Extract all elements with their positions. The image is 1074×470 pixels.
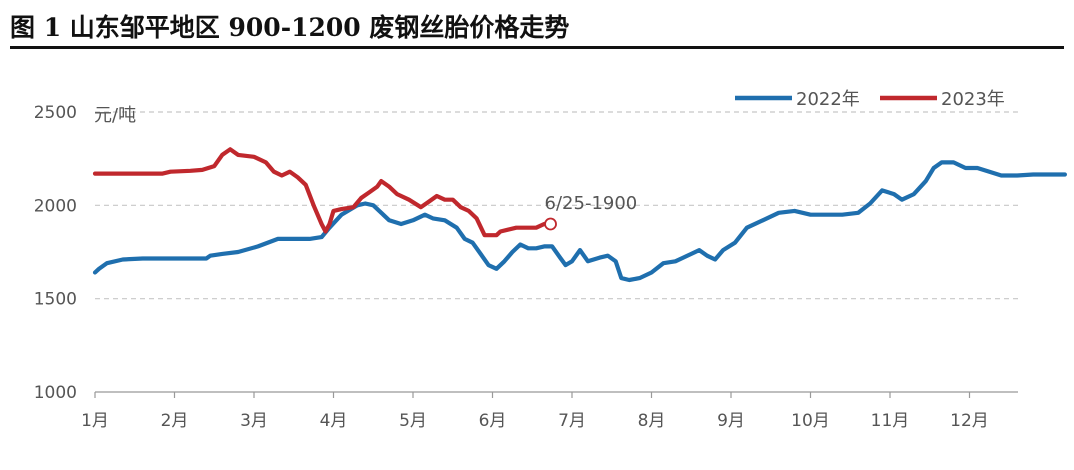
y-tick-label: 2000 [34,196,77,216]
x-tick-label: 2月 [161,411,189,431]
axis-layer [94,391,1018,398]
x-tick-label: 7月 [558,411,586,431]
series-layer [92,147,1067,283]
annotation-marker [544,217,557,231]
legend-label-2023: 2023年 [941,89,1005,110]
x-tick-label: 9月 [717,411,745,431]
x-tick-label: 10月 [791,411,830,431]
y-tick-label: 2500 [34,103,77,123]
x-tick-label: 5月 [399,411,427,431]
series-line-2022 [92,160,1067,283]
x-tick-label: 3月 [240,411,268,431]
x-tick-label: 11月 [871,411,910,431]
x-tick-label: 8月 [638,411,666,431]
figure-title: 图 1 山东邹平地区 900-1200 废钢丝胎价格走势 [10,13,570,42]
y-tick-label: 1500 [34,290,77,310]
grid-layer [95,111,1018,300]
title-rule [10,46,1064,49]
label-layer: 1000 1500 2000 2500 1月 2月 3月 4月 5月 6月 7月 8月 9月 10月 11月… [34,89,1005,431]
series-line-2023 [92,147,553,238]
x-tick-label: 12月 [950,411,989,431]
y-tick-label: 1000 [34,383,77,403]
y-axis-unit-label: 元/吨 [94,105,136,126]
x-tick-label: 6月 [479,411,507,431]
x-tick-label: 1月 [81,411,109,431]
x-tick-label: 4月 [320,411,348,431]
annotation-label: 6/25-1900 [545,193,638,214]
legend-label-2022: 2022年 [796,89,860,110]
